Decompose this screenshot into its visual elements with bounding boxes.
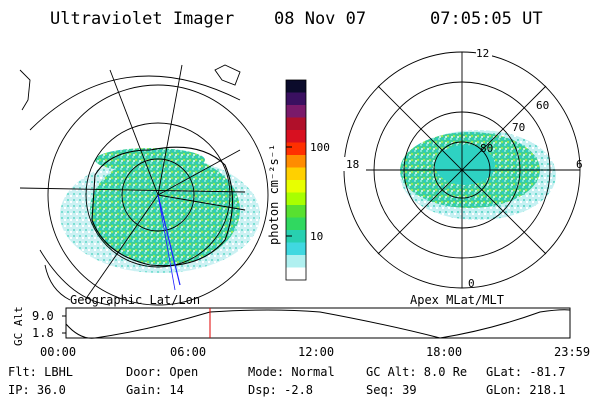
time-tick-0600: 06:00 — [170, 345, 206, 359]
mlt-label-6: 6 — [576, 158, 583, 171]
colorbar-segment — [286, 92, 306, 106]
info-seq: Seq: 39 — [366, 383, 417, 397]
info-glat: GLat: -81.7 — [486, 365, 565, 379]
header-time: 07:05:05 UT — [430, 9, 543, 29]
mag-map-label: Apex MLat/MLT — [410, 293, 504, 307]
mlat-label-70: 70 — [512, 121, 525, 134]
mlat-label-60: 60 — [536, 99, 549, 112]
colorbar-segment — [286, 105, 306, 118]
colorbar-segment — [286, 80, 306, 93]
info-glon: GLon: 218.1 — [486, 383, 565, 397]
info-door: Door: Open — [126, 365, 198, 379]
time-tick-1800: 18:00 — [426, 345, 462, 359]
gc-alt-ytick-max: 9.0 — [32, 309, 54, 323]
colorbar-segment — [286, 242, 306, 256]
info-panel: Flt: LBHL Door: Open Mode: Normal GC Alt… — [8, 365, 565, 397]
colorbar-segment — [286, 230, 306, 243]
time-tick-1200: 12:00 — [298, 345, 334, 359]
mlt-label-18: 18 — [346, 158, 359, 171]
colorbar-segment — [286, 130, 306, 143]
colorbar-segment — [286, 255, 306, 268]
colorbar-tick-10: 10 — [310, 230, 323, 243]
mlt-label-12: 12 — [476, 47, 489, 60]
colorbar-segment — [286, 142, 306, 156]
info-gc-alt: GC Alt: 8.0 Re — [366, 365, 467, 379]
gc-alt-ytick-min: 1.8 — [32, 326, 54, 340]
colorbar-segment — [286, 192, 306, 206]
colorbar-segment — [286, 267, 306, 281]
magnetic-map: 12 18 6 0 60 70 80 — [342, 45, 583, 290]
mlat-label-80: 80 — [480, 142, 493, 155]
colorbar-label: photon cm⁻²s⁻¹ — [267, 144, 281, 245]
colorbar-segment — [286, 205, 306, 218]
header-date: 08 Nov 07 — [274, 9, 366, 29]
mlt-label-0: 0 — [468, 277, 475, 290]
colorbar-segment — [286, 217, 306, 231]
time-tick-0000: 00:00 — [40, 345, 76, 359]
colorbar: 100 10 photon cm⁻²s⁻¹ — [267, 79, 330, 281]
colorbar-tick-100: 100 — [310, 141, 330, 154]
colorbar-segment — [286, 167, 306, 181]
instrument-title: Ultraviolet Imager — [50, 9, 234, 29]
time-tick-2359: 23:59 — [554, 345, 590, 359]
info-gain: Gain: 14 — [126, 383, 184, 397]
info-ip: IP: 36.0 — [8, 383, 66, 397]
info-filter: Flt: LBHL — [8, 365, 73, 379]
geo-map-label: Geographic Lat/Lon — [70, 293, 200, 307]
gc-alt-ylabel: GC Alt — [12, 306, 25, 346]
info-dsp: Dsp: -2.8 — [248, 383, 313, 397]
colorbar-segment — [286, 180, 306, 193]
colorbar-segment — [286, 155, 306, 168]
info-mode: Mode: Normal — [248, 365, 335, 379]
colorbar-segment — [286, 117, 306, 131]
gc-alt-plot: GC Alt 9.0 1.8 00:00 06:00 12:00 18:00 2… — [12, 306, 590, 359]
